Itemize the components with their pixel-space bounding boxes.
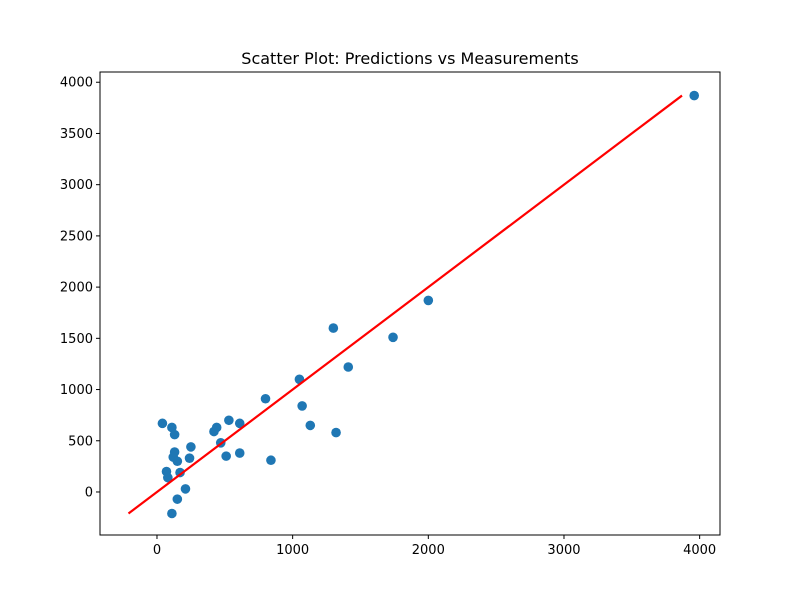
data-point [260,393,271,404]
plot-area [127,90,700,519]
y-axis: 0 500 1000 1500 2000 2500 3000 3500 4000 [60,76,100,500]
data-point [388,332,398,343]
y-tick-label: 0 [85,485,93,500]
data-point [221,451,231,461]
data-point [328,323,339,333]
axes-frame [99,71,721,536]
chart-title: Scatter Plot: Predictions vs Measurement… [241,49,578,68]
data-point [172,456,183,467]
data-point [224,415,234,426]
x-tick-label: 3000 [547,543,580,558]
data-point [157,418,168,429]
data-point [186,442,196,452]
fit-line [127,94,683,515]
data-point [184,453,195,463]
data-point [266,455,276,466]
y-tick-label: 2500 [60,229,93,244]
x-axis: 0 1000 2000 3000 4000 [153,535,716,558]
y-tick-label: 4000 [60,76,93,91]
x-tick-label: 0 [153,543,161,558]
y-tick-label: 3000 [60,178,93,193]
data-point [423,295,434,306]
data-point [234,418,245,429]
data-point [167,508,177,519]
data-point [172,494,183,504]
data-point [163,472,173,483]
y-tick-label: 500 [68,434,93,449]
y-tick-label: 3500 [60,127,93,142]
data-point [689,90,700,101]
x-tick-label: 4000 [683,543,716,558]
data-point [305,420,316,431]
y-tick-label: 1500 [60,332,93,347]
data-point [175,467,185,478]
data-point [211,422,222,433]
x-tick-label: 2000 [412,543,445,558]
data-point [343,362,354,372]
data-point [331,427,341,438]
x-tick-label: 1000 [276,543,309,558]
y-tick-label: 1000 [60,383,93,398]
data-point [297,401,307,411]
y-tick-label: 2000 [60,281,93,296]
data-point [169,429,180,440]
data-point [234,448,245,458]
data-point [169,447,180,457]
data-point [180,484,191,494]
